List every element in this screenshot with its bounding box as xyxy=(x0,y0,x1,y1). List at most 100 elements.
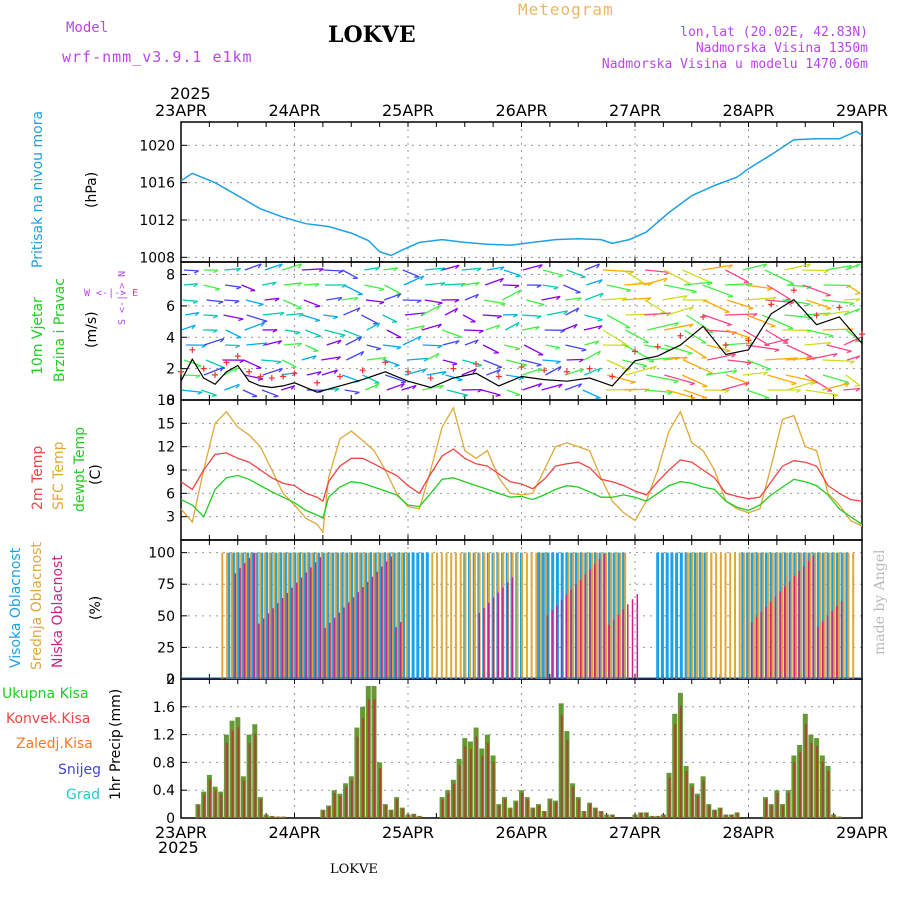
wind-gust-marker xyxy=(450,365,457,372)
wind-arrow xyxy=(822,382,850,391)
temp-2m-line xyxy=(180,448,863,503)
precip-convective-bar xyxy=(594,808,597,818)
wind-arrow xyxy=(602,269,634,273)
wind-arrow xyxy=(562,323,578,331)
precip-convective-bar xyxy=(277,816,279,818)
y-tick-label: 15 xyxy=(157,416,175,432)
wind-arrow xyxy=(346,350,364,361)
wind-arrow-head xyxy=(472,368,477,374)
date-tick-bottom: 29APR xyxy=(836,823,888,842)
wind-arrow-head xyxy=(855,308,861,313)
wind-arrow xyxy=(566,358,584,361)
wind-arrow xyxy=(724,313,758,316)
wind-arrow xyxy=(682,269,713,284)
wind-arrow-head xyxy=(784,338,790,343)
wind-arrow xyxy=(224,383,240,391)
wind-arrow xyxy=(385,374,407,383)
wind-arrow-head xyxy=(515,322,520,328)
lonlat-label: lon,lat (20.02E, 42.83N) xyxy=(680,25,868,40)
wind-arrow xyxy=(403,275,424,286)
wind-arrow xyxy=(183,283,198,286)
wind-arrow xyxy=(283,282,302,286)
wind-arrow-head xyxy=(577,383,583,389)
y-tick-label: 6 xyxy=(166,486,175,502)
precip-convective-bar xyxy=(702,780,705,818)
precip-convective-bar xyxy=(407,814,410,818)
wind-arrow-head xyxy=(578,358,584,363)
wind-arrow xyxy=(262,311,284,316)
wind-arrow-head xyxy=(536,284,542,289)
wind-arrow xyxy=(586,279,603,286)
wind-arrow xyxy=(326,296,343,301)
wind-arrow xyxy=(686,314,714,334)
wind-arrow-head xyxy=(278,263,283,269)
wind-arrow-head xyxy=(849,302,855,306)
precip-convective-bar xyxy=(498,805,501,818)
wind-arrow xyxy=(683,359,713,374)
wind-arrow-head xyxy=(400,383,405,388)
wind-arrow xyxy=(564,368,584,376)
wind-arrow-head xyxy=(796,389,802,393)
precip-convective-bar xyxy=(237,727,240,818)
wind-arrow xyxy=(843,387,861,391)
precip-convective-bar xyxy=(782,805,784,818)
wind-arrow xyxy=(486,368,501,376)
wind-arrow-head xyxy=(235,383,240,389)
y-tick-label: 0 xyxy=(166,811,175,827)
wind-arrow xyxy=(205,359,226,369)
date-tick-top: 25APR xyxy=(382,101,434,120)
wind-arrow xyxy=(341,269,359,279)
precip-convective-bar xyxy=(214,789,217,818)
wind-arrow-head xyxy=(298,263,303,269)
wind-gust-marker xyxy=(813,312,820,319)
wind-arrow xyxy=(721,381,750,391)
wind-arrow xyxy=(647,322,679,331)
wind-arrow xyxy=(506,389,521,396)
precip-convective-bar xyxy=(691,786,694,818)
wind-arrow xyxy=(200,389,217,397)
wind-arrow-head xyxy=(278,368,283,373)
wind-gust-marker xyxy=(246,368,253,375)
precip-convective-bar xyxy=(810,742,813,818)
wind-arrow xyxy=(742,263,767,271)
wind-arrow-head xyxy=(791,382,797,386)
wind-arrow-head xyxy=(234,300,240,304)
wind-arrow xyxy=(244,374,263,380)
wind-arrow xyxy=(805,352,838,361)
y-tick-label: 0 xyxy=(166,393,175,409)
wind-arrow-head xyxy=(558,274,564,278)
precip-convective-bar xyxy=(481,755,484,818)
wind-arrow xyxy=(643,277,668,286)
precip-convective-bar xyxy=(526,799,529,818)
wind-arrow xyxy=(343,284,363,296)
wind-arrow-head xyxy=(298,312,304,317)
wind-gust-marker xyxy=(677,332,684,339)
precip-convective-bar xyxy=(719,808,722,818)
precip-convective-bar xyxy=(736,813,739,818)
wind-arrow-head xyxy=(274,297,280,302)
wind-arrow-head xyxy=(218,301,224,305)
precip-convective-bar xyxy=(731,814,733,818)
wind-arrow xyxy=(521,314,542,317)
wind-arrow-head xyxy=(257,378,263,381)
wind-arrow xyxy=(766,284,791,301)
wind-arrow-head xyxy=(663,277,668,283)
precip-convective-bar xyxy=(799,752,802,818)
precip-convective-bar xyxy=(657,816,660,818)
wind-gust-marker xyxy=(178,368,184,375)
wind-arrow xyxy=(826,344,852,352)
wind-arrow-head xyxy=(496,366,503,369)
precip-convective-bar xyxy=(504,799,506,818)
precip-convective-bar xyxy=(589,804,592,818)
wind-arrow-head xyxy=(337,296,343,302)
wind-arrow-head xyxy=(810,381,815,386)
precip-convective-bar xyxy=(367,699,370,818)
wind-arrow xyxy=(583,325,603,331)
precip-convective-bar xyxy=(379,768,382,818)
wind-arrow-head xyxy=(594,340,600,345)
wind-arrow xyxy=(702,284,734,297)
wind-arrow-head xyxy=(456,336,462,339)
date-tick-top: 24APR xyxy=(268,101,320,120)
wind-arrow-head xyxy=(334,388,340,392)
wind-arrow-head xyxy=(825,307,832,310)
